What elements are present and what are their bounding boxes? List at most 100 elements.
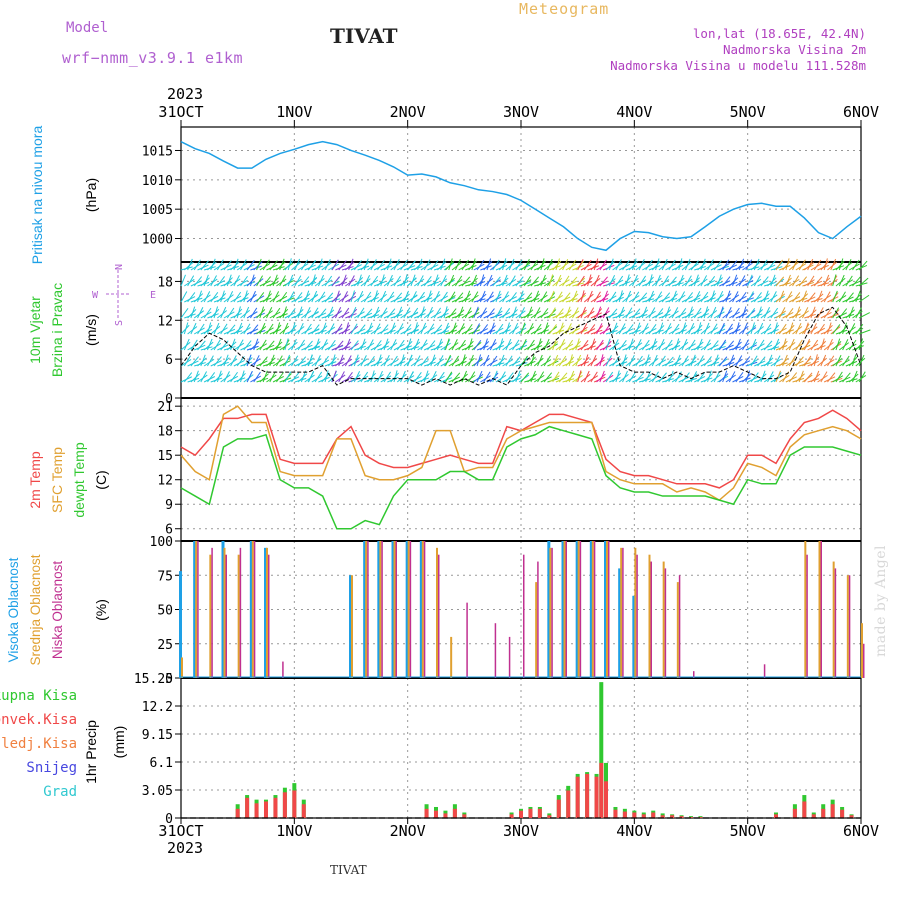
wind-barb xyxy=(489,355,498,367)
wind-barb xyxy=(458,339,466,351)
wind-barb xyxy=(823,308,832,319)
wind-barb xyxy=(243,323,251,335)
wind-barb xyxy=(782,260,791,271)
wind-barb xyxy=(461,370,468,383)
wind-barb xyxy=(390,339,397,351)
wind-barb xyxy=(678,324,688,335)
wind-barb xyxy=(785,308,794,319)
wind-barb xyxy=(220,323,228,335)
wind-barb xyxy=(304,290,310,303)
wind-barb xyxy=(390,322,396,335)
wind-barb xyxy=(625,307,633,319)
conv-precip-bar xyxy=(698,817,703,818)
wind-barb xyxy=(464,323,473,335)
wind-barb xyxy=(527,339,535,351)
wind-barb xyxy=(262,259,270,271)
wind-barb xyxy=(645,354,650,367)
wind-barb xyxy=(492,259,500,271)
wind-barb xyxy=(479,274,485,287)
wind-barb xyxy=(383,371,392,383)
wind-barb xyxy=(183,372,193,383)
precip-unit-label: (mm) xyxy=(111,726,127,759)
wind-barb xyxy=(827,338,833,351)
wind-barb xyxy=(735,338,741,351)
wind-barb xyxy=(631,274,638,287)
wind-barb xyxy=(505,355,513,367)
wind-barb xyxy=(367,372,377,383)
wind-barb xyxy=(272,291,280,303)
wind-barb xyxy=(558,355,567,367)
conv-precip-bar xyxy=(254,803,259,818)
mid-cloud-bar xyxy=(421,541,424,678)
wind-barb xyxy=(363,258,369,271)
wind-barb xyxy=(311,341,321,351)
low-cloud-bar xyxy=(409,541,412,678)
wind-barb xyxy=(635,322,641,335)
wind-barb xyxy=(813,259,822,271)
wind-barb xyxy=(243,306,250,319)
wind-barb xyxy=(813,276,823,287)
wind-barb xyxy=(327,356,337,367)
total-precip-bars xyxy=(235,682,854,818)
mid-cloud-bar xyxy=(223,547,226,678)
wind-barb xyxy=(403,290,409,303)
wind-barb xyxy=(490,313,502,319)
high-cloud-bar xyxy=(604,541,607,678)
wind-barb xyxy=(845,275,853,287)
wind-barb xyxy=(240,275,248,287)
wind-barb xyxy=(461,276,471,287)
wind-barb xyxy=(492,276,501,287)
wind-barb xyxy=(344,355,352,367)
wind-barb xyxy=(357,290,364,303)
wind-barb xyxy=(688,322,695,335)
wind-barb xyxy=(826,322,832,335)
low-cloud-bar xyxy=(508,636,511,678)
wind-barb xyxy=(558,322,564,335)
wind-barb xyxy=(269,371,276,383)
wind-barb xyxy=(770,324,780,335)
wind-barb xyxy=(287,324,297,335)
low-cloud-bar xyxy=(693,671,695,678)
wind-barb xyxy=(540,291,548,303)
wind-barb xyxy=(842,372,851,383)
wind-barb xyxy=(287,291,295,303)
wind-barb xyxy=(396,323,404,335)
wind-barb xyxy=(512,339,520,351)
wind-barb xyxy=(370,292,380,303)
wind-barb xyxy=(697,372,706,383)
wind-barb xyxy=(580,306,586,319)
wind-barb xyxy=(533,307,541,319)
y-tick-label: 0 xyxy=(165,392,173,407)
wind-barb xyxy=(473,356,483,367)
conv-precip-bar xyxy=(462,814,467,818)
wind-barb xyxy=(287,274,294,287)
wind-barb xyxy=(269,260,278,271)
wind-barb xyxy=(367,355,375,367)
mid-cloud-bar xyxy=(209,554,212,678)
wind-barb xyxy=(243,290,248,303)
wind-barb xyxy=(311,324,320,335)
wind-barb xyxy=(393,259,400,271)
compass-rose: W E N S xyxy=(92,264,156,326)
wind-barb xyxy=(852,259,860,271)
wind-barb xyxy=(558,372,568,383)
wind-barb xyxy=(400,259,408,271)
wind-barb xyxy=(512,322,519,335)
high-cloud-bar xyxy=(405,541,409,678)
wind-barb xyxy=(671,323,680,335)
wind-barb xyxy=(732,307,740,319)
wind-barb xyxy=(671,307,679,319)
mid-cloud-bars xyxy=(181,541,863,678)
wind-barb xyxy=(540,308,549,319)
high-cloud-bar xyxy=(221,541,225,678)
wind-barb xyxy=(648,274,653,287)
wind-barb xyxy=(256,258,262,271)
wind-barb xyxy=(327,323,335,335)
wind-barb xyxy=(253,338,259,351)
low-cloud-bar xyxy=(806,554,808,678)
wind-barb xyxy=(473,339,482,351)
wind-barb xyxy=(580,290,585,303)
wind-barb xyxy=(757,306,762,319)
wind-barb xyxy=(587,324,596,335)
wind-unit-label: (m/s) xyxy=(83,314,99,346)
